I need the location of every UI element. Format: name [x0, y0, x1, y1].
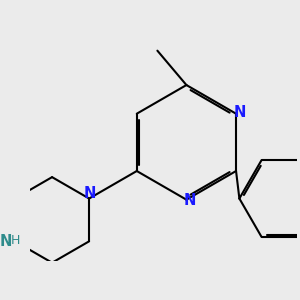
Text: N: N	[84, 186, 96, 201]
Text: N: N	[184, 193, 196, 208]
Text: N: N	[0, 234, 12, 249]
Text: H: H	[11, 234, 20, 247]
Text: N: N	[233, 105, 246, 120]
